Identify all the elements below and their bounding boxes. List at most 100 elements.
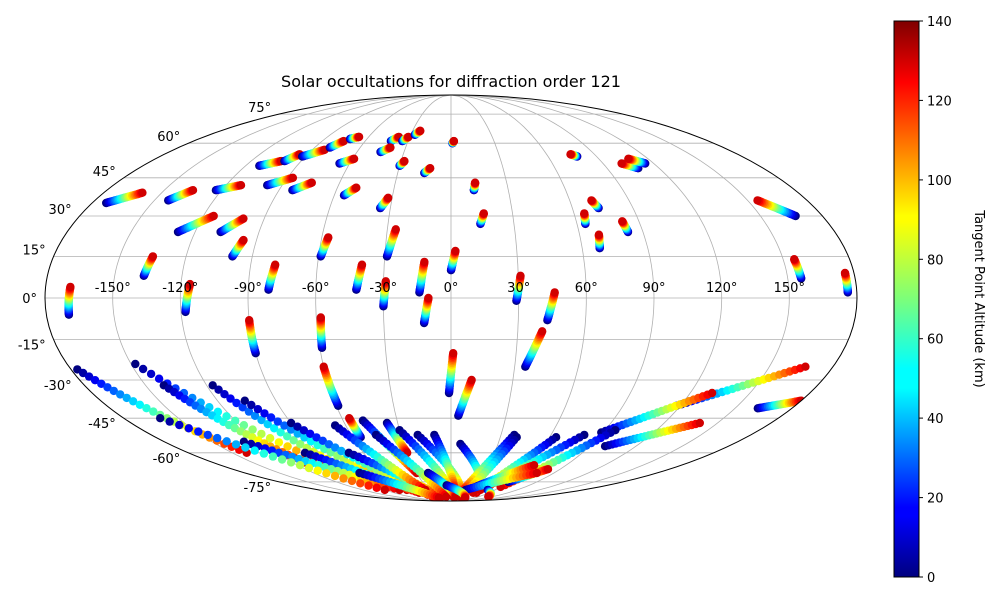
occultation-track — [419, 293, 433, 328]
track-point — [260, 409, 269, 418]
occultation-track — [379, 277, 390, 311]
track-point — [213, 433, 222, 443]
colorbar: 0 20 40 60 80 100 120 140 Tangent Point Altitud… — [893, 15, 986, 586]
occultation-track — [382, 225, 400, 261]
track-point — [188, 186, 198, 195]
occultation-track — [228, 235, 248, 261]
track-point — [442, 492, 451, 501]
latitude-tick-label: 15° — [23, 243, 46, 258]
track-point — [265, 434, 275, 443]
occultation-track — [245, 316, 260, 358]
occultation-track — [446, 246, 460, 275]
track-point — [240, 396, 249, 405]
track-point — [313, 466, 322, 475]
track-point — [259, 449, 269, 458]
chart-title: Solar occultations for diffraction order… — [281, 72, 621, 91]
occultation-track — [211, 181, 246, 195]
longitude-tick-labels: -150° -120° -90° -60° -30° 0° 30° 60° 90° 120° 150… — [95, 281, 805, 296]
track-point — [245, 316, 254, 325]
track-point — [324, 440, 334, 449]
longitude-tick-label: -60° — [302, 281, 330, 296]
track-point — [296, 440, 305, 449]
latitude-tick-label: 45° — [93, 165, 116, 180]
colorbar-tick-label: 60 — [927, 333, 944, 348]
occultation-track — [442, 481, 470, 501]
track-point — [484, 492, 493, 501]
track-point — [271, 260, 280, 269]
data-tracks — [64, 126, 852, 501]
occultation-track — [345, 132, 364, 144]
track-point — [345, 414, 354, 423]
track-point — [222, 437, 231, 446]
track-point — [276, 428, 285, 437]
longitude-tick-label: -150° — [95, 281, 131, 296]
track-point — [263, 420, 272, 429]
latitude-tick-label: -45° — [88, 417, 116, 432]
occultation-track — [461, 468, 541, 495]
occultation-track — [355, 468, 444, 501]
track-point — [131, 359, 140, 369]
occultation-track — [840, 268, 852, 297]
track-point — [122, 393, 131, 403]
track-point — [400, 156, 409, 166]
track-point — [239, 214, 248, 223]
colorbar-tick-label: 120 — [927, 94, 952, 109]
longitude-tick-label: 90° — [642, 281, 665, 296]
latitude-tick-label: 60° — [157, 130, 180, 145]
occultation-track — [587, 196, 603, 213]
occultation-track — [476, 209, 488, 229]
track-point — [790, 255, 799, 264]
track-point — [467, 375, 476, 385]
track-point — [347, 476, 357, 486]
track-point — [283, 432, 292, 441]
track-point — [372, 483, 381, 492]
track-point — [90, 376, 100, 385]
track-point — [149, 407, 158, 416]
track-point — [295, 461, 305, 470]
track-point — [339, 136, 348, 146]
track-point — [203, 430, 212, 440]
occultation-track — [521, 327, 547, 371]
track-point — [220, 390, 229, 399]
occultation-track — [444, 349, 458, 398]
track-point — [299, 426, 309, 435]
latitude-tick-label: -60° — [153, 452, 181, 467]
occultation-track — [512, 271, 525, 305]
colorbar-tick-label: 20 — [927, 492, 944, 507]
occultation-track — [156, 414, 389, 495]
track-point — [357, 260, 367, 269]
track-point — [316, 313, 325, 322]
track-point — [318, 436, 327, 445]
track-point — [304, 463, 314, 473]
occultation-track — [382, 418, 412, 457]
occultation-track — [753, 196, 800, 221]
track-point — [270, 424, 279, 433]
track-point — [307, 178, 316, 187]
track-point — [624, 154, 633, 163]
track-point — [460, 493, 470, 501]
track-point — [244, 407, 254, 416]
track-point — [286, 425, 296, 434]
latitude-tick-label: -15° — [18, 339, 46, 354]
track-point — [286, 458, 296, 467]
longitude-tick-label: -120° — [162, 281, 198, 296]
track-point — [566, 150, 575, 159]
track-point — [214, 385, 223, 394]
track-point — [449, 349, 458, 358]
track-point — [426, 164, 435, 173]
colorbar-gradient — [893, 20, 920, 578]
track-point — [587, 196, 596, 205]
occultation-track — [216, 214, 248, 237]
track-point — [283, 442, 292, 451]
track-point — [424, 293, 433, 303]
track-point — [324, 233, 333, 242]
track-point — [66, 282, 75, 292]
track-point — [695, 418, 704, 428]
occultation-track — [580, 209, 590, 229]
occultation-track — [280, 150, 304, 166]
track-point — [289, 436, 298, 445]
latitude-tick-labels: 75° 60° 45° 30° 15° 0° -15° -30° -45° -60° -75° — [18, 101, 271, 496]
occultation-track — [181, 279, 195, 317]
track-point — [538, 327, 547, 336]
